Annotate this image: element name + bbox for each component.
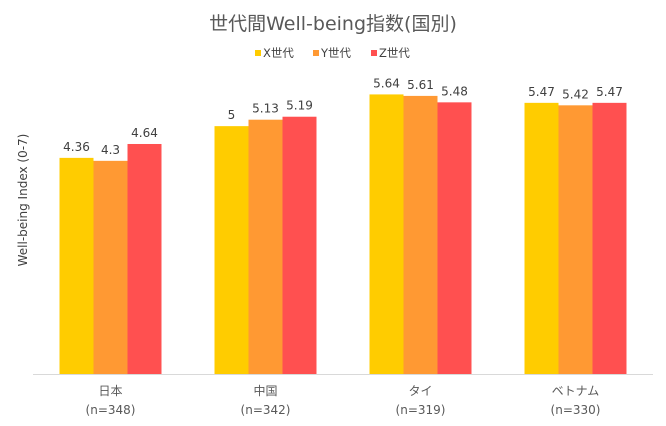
data-label: 5.13: [252, 102, 279, 116]
data-label: 5.61: [407, 78, 434, 92]
data-label: 5.19: [286, 99, 313, 113]
bars: 4.36 4.3 4.64 5 5.13 5.19 5.64 5.61 5.48 5.47 5.42…: [59, 76, 627, 375]
bar: [437, 102, 472, 374]
bar: [248, 119, 283, 374]
bar: [558, 105, 593, 374]
data-label: 5.64: [373, 76, 400, 90]
x-tick-label: ベトナム: [552, 384, 600, 398]
legend-swatch: [313, 50, 319, 56]
bar: [127, 143, 162, 374]
data-label: 4.64: [131, 126, 158, 140]
x-tick-label: 日本: [98, 384, 122, 398]
x-tick-sublabel: (n=330): [551, 403, 601, 417]
legend-label: Z世代: [379, 46, 410, 60]
x-tick-label: 中国: [253, 383, 277, 398]
legend-label: X世代: [263, 46, 294, 60]
legend-swatch: [371, 50, 377, 56]
legend-label: Y世代: [320, 46, 352, 60]
chart-title: 世代間Well-being指数(国別): [209, 13, 457, 35]
x-tick-sublabel: (n=348): [86, 403, 136, 417]
data-label: 5.48: [441, 84, 468, 98]
bar: [369, 94, 404, 374]
bar: [524, 102, 559, 374]
data-label: 4.36: [63, 140, 90, 154]
bar: [59, 157, 94, 374]
bar: [282, 116, 317, 374]
y-axis-label: Well-being Index (0-7): [16, 134, 30, 267]
x-tick-sublabel: (n=319): [396, 403, 446, 417]
data-label: 5.47: [596, 85, 623, 99]
bar: [592, 102, 627, 374]
data-label: 5.47: [528, 85, 555, 99]
data-label: 4.3: [101, 143, 120, 157]
bar: [403, 95, 438, 374]
x-ticks: 日本 (n=348) 中国 (n=342) タイ (n=319) ベトナム (n=330): [86, 383, 601, 417]
legend: X世代 Y世代 Z世代: [255, 46, 410, 60]
bar: [93, 160, 128, 374]
bar: [214, 126, 249, 375]
legend-swatch: [255, 50, 261, 56]
data-label: 5.42: [562, 87, 589, 101]
data-label: 5: [228, 108, 236, 122]
x-tick-label: タイ: [408, 384, 432, 398]
x-tick-sublabel: (n=342): [241, 403, 291, 417]
